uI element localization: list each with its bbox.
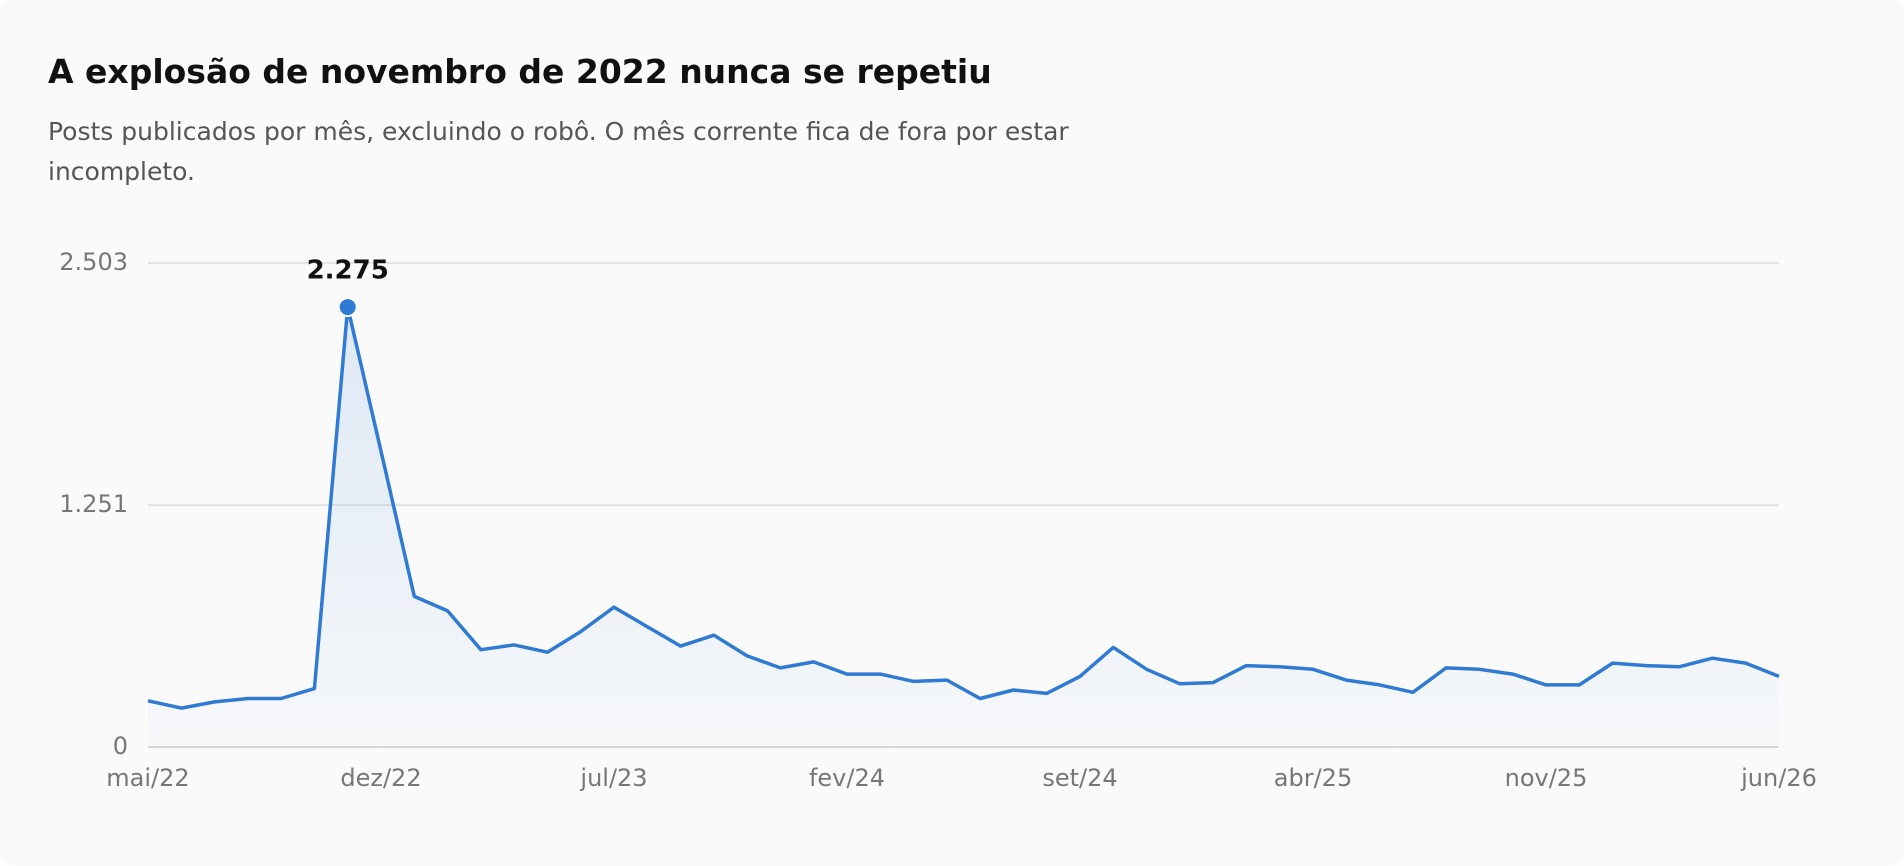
highlight-point (337, 297, 358, 318)
chart-subtitle: Posts publicados por mês, excluindo o ro… (48, 117, 1069, 186)
x-tick-label: nov/25 (1505, 764, 1588, 792)
x-tick-label: mai/22 (106, 764, 189, 792)
y-tick-label: 1.251 (59, 490, 128, 518)
area (148, 307, 1779, 747)
x-tick-label: jul/23 (579, 764, 647, 792)
line (147, 305, 1780, 710)
y-tick-label: 0 (113, 732, 128, 760)
x-tick-label: dez/22 (340, 764, 421, 792)
chart-title: A explosão de novembro de 2022 nunca se … (48, 52, 992, 91)
x-tick-label: abr/25 (1274, 764, 1352, 792)
x-tick-label: fev/24 (809, 764, 885, 792)
x-tick-label: jun/26 (1740, 764, 1817, 792)
x-tick-label: set/24 (1042, 764, 1117, 792)
y-tick-label: 2.503 (59, 248, 128, 276)
data-label: 2.275 (307, 256, 389, 286)
